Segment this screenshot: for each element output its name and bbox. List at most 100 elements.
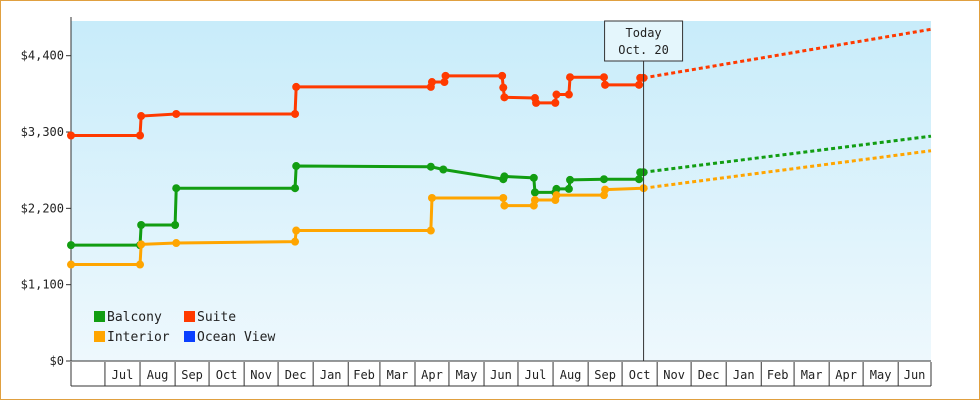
x-month-label: Jun bbox=[904, 368, 926, 382]
y-tick-label: $0 bbox=[50, 354, 64, 368]
legend-swatch bbox=[94, 311, 105, 322]
data-point bbox=[440, 78, 449, 87]
data-point bbox=[427, 193, 436, 202]
legend: Balcony Interior Suite Ocean View bbox=[94, 310, 275, 345]
data-point bbox=[67, 131, 75, 140]
series-suite bbox=[67, 27, 932, 140]
data-point bbox=[137, 221, 146, 229]
today-marker: Today Oct. 20 bbox=[604, 20, 684, 361]
x-month-label: Sep bbox=[594, 368, 616, 382]
data-point bbox=[499, 83, 508, 92]
data-point bbox=[635, 175, 644, 184]
data-point bbox=[552, 191, 561, 200]
data-point bbox=[171, 221, 180, 229]
x-month-label: Jul bbox=[525, 368, 547, 382]
x-month-label: Jan bbox=[320, 368, 342, 382]
data-point bbox=[136, 131, 145, 140]
data-point bbox=[499, 193, 508, 202]
x-month-label: Aug bbox=[560, 368, 582, 382]
data-point bbox=[500, 201, 509, 210]
data-point bbox=[564, 184, 573, 193]
series-projection-line bbox=[643, 149, 932, 190]
today-marker-label: Today bbox=[626, 26, 662, 40]
y-tick-label: $2,200 bbox=[21, 201, 64, 215]
x-month-label: Nov bbox=[250, 368, 272, 382]
x-month-label: Aug bbox=[147, 368, 169, 382]
data-point bbox=[566, 175, 575, 184]
data-point bbox=[500, 93, 509, 102]
x-month-label: May bbox=[870, 368, 892, 382]
series-layer bbox=[67, 27, 932, 269]
data-point bbox=[292, 226, 301, 235]
data-point bbox=[137, 112, 146, 121]
x-month-label: May bbox=[456, 368, 478, 382]
x-month-label: Sep bbox=[181, 368, 203, 382]
data-point bbox=[552, 184, 561, 193]
legend-swatch bbox=[94, 331, 105, 342]
x-month-label: Feb bbox=[767, 368, 789, 382]
y-tick-label: $4,400 bbox=[21, 49, 64, 63]
data-point bbox=[500, 172, 509, 181]
data-point bbox=[530, 196, 539, 205]
axis-layer: $0 $1,100 $2,200 $3,300 $4,400 Jul Aug Sep Oct No… bbox=[21, 17, 932, 387]
data-point bbox=[599, 73, 608, 82]
legend-label: Balcony bbox=[107, 310, 162, 325]
legend-label: Ocean View bbox=[197, 330, 275, 345]
series-projection-line bbox=[643, 134, 932, 174]
today-marker-date: Oct. 20 bbox=[618, 43, 669, 57]
x-month-label: Oct bbox=[216, 368, 238, 382]
data-point bbox=[172, 184, 181, 193]
data-point bbox=[292, 82, 301, 91]
data-point bbox=[530, 188, 539, 197]
data-point bbox=[498, 71, 507, 80]
data-point bbox=[529, 173, 538, 182]
x-month-label: Dec bbox=[285, 368, 307, 382]
data-point bbox=[291, 184, 300, 193]
series-balcony bbox=[67, 134, 932, 250]
y-tick-label: $3,300 bbox=[21, 125, 64, 139]
data-point bbox=[172, 109, 181, 118]
data-point bbox=[441, 71, 450, 80]
data-point bbox=[601, 185, 610, 194]
y-tick-label: $1,100 bbox=[21, 278, 64, 292]
legend-swatch bbox=[184, 311, 195, 322]
legend-label: Suite bbox=[197, 310, 236, 325]
x-month-label: Apr bbox=[835, 368, 857, 382]
data-point bbox=[566, 73, 575, 82]
x-month-label: Jan bbox=[733, 368, 755, 382]
x-month-label: Jun bbox=[490, 368, 512, 382]
data-point bbox=[67, 241, 75, 250]
legend-swatch bbox=[184, 331, 195, 342]
data-point bbox=[426, 226, 435, 235]
data-point bbox=[427, 78, 436, 87]
x-month-label: Oct bbox=[629, 368, 651, 382]
x-month-label: Feb bbox=[353, 368, 375, 382]
data-point bbox=[291, 109, 300, 118]
data-point bbox=[291, 237, 300, 246]
data-point bbox=[137, 240, 146, 249]
data-point bbox=[292, 162, 301, 171]
data-point bbox=[67, 260, 75, 269]
today-marker-box bbox=[604, 20, 684, 62]
legend-label: Interior bbox=[107, 330, 170, 345]
x-month-label: Jul bbox=[112, 368, 134, 382]
data-point bbox=[599, 175, 608, 184]
data-point bbox=[635, 80, 644, 89]
data-point bbox=[564, 90, 573, 99]
x-month-label: Nov bbox=[663, 368, 685, 382]
series-interior bbox=[67, 149, 932, 269]
data-point bbox=[426, 162, 435, 171]
data-point bbox=[551, 98, 560, 107]
data-point bbox=[136, 260, 145, 269]
data-point bbox=[439, 165, 448, 174]
data-point bbox=[532, 98, 541, 107]
x-month-label: Mar bbox=[387, 368, 409, 382]
x-month-label: Dec bbox=[698, 368, 720, 382]
x-month-label: Mar bbox=[801, 368, 823, 382]
data-point bbox=[552, 90, 561, 99]
x-month-label: Apr bbox=[421, 368, 443, 382]
data-point bbox=[601, 80, 610, 89]
data-point bbox=[172, 239, 181, 248]
